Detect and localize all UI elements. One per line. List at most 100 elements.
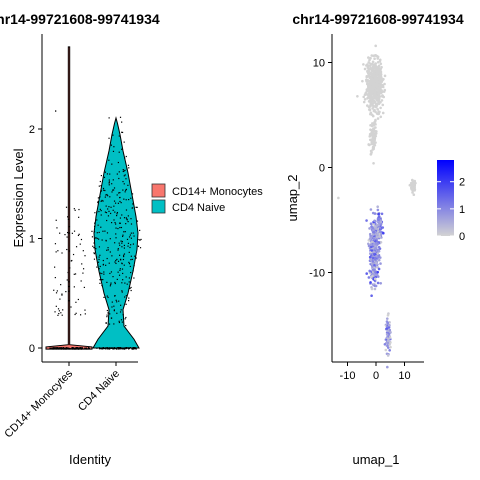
violin-point [130,255,132,257]
violin-point [105,322,107,324]
umap-point [379,220,383,224]
violin-point [94,237,96,240]
violin-point [129,287,131,290]
violin-point [121,321,123,323]
violin-point [61,293,63,295]
umap-point [386,354,390,357]
violin-point [108,206,110,208]
violin-point [117,348,119,350]
umap-x-axis-title: umap_1 [353,452,400,467]
violin-point [54,347,56,349]
violin-point [65,347,67,349]
umap-point [414,181,417,185]
violin-point [78,208,80,211]
umap-point [382,77,385,81]
violin-point [70,306,72,308]
violin-point [117,202,119,204]
violin-point [117,249,119,251]
violin-point [121,282,123,284]
violin-point [99,347,101,349]
violin-point [111,255,113,257]
violin-point [107,208,109,210]
violin-point [123,170,125,172]
umap-point [368,227,371,230]
violin-point [107,296,109,299]
violin-point [108,182,110,184]
umap-point [373,225,376,228]
umap-point [372,94,376,98]
violin-point [117,248,119,250]
violin-point [98,347,101,349]
violin-point [58,347,60,349]
violin-point [64,234,66,236]
violin-point [113,146,115,148]
violin-point [81,263,83,265]
violin-point [68,347,70,349]
violin-point [93,252,95,254]
violin-point [128,251,130,253]
violin-point [126,283,128,285]
violin-point [136,220,139,222]
violin-point [108,210,110,212]
umap-point [377,67,381,70]
violin-point [126,218,128,220]
umap-point [370,262,373,265]
violin-point [116,278,118,281]
violin-point [126,168,128,170]
violin-point [97,201,99,204]
umap-point [373,252,376,256]
violin-point [123,175,125,177]
umap-point [371,107,374,110]
violin-point [113,305,115,307]
umap-point [374,133,377,136]
violin-point [67,271,69,274]
umap-point [370,150,373,153]
violin-point [76,347,79,350]
legend: CD14+ Monocytes CD4 Naive [151,183,263,214]
violin-point [122,170,124,173]
legend-label-cd14-monocytes: CD14+ Monocytes [172,186,263,198]
violin-point [70,348,72,350]
violin-point [116,301,118,303]
violin-point [129,234,131,236]
violin-point [96,219,98,221]
violin-point [80,348,82,350]
violin-point [99,272,101,274]
umap-point [388,348,391,352]
violin-point [59,232,61,234]
violin-point [113,219,115,221]
violin-point [121,240,123,243]
violin-point [139,247,142,249]
umap-point [378,110,381,114]
violin-point [98,185,100,187]
violin-point [67,348,69,350]
umap-point [369,258,373,262]
violin-point [107,312,109,314]
violin-point [66,236,68,238]
violin-point [106,316,108,318]
violin-point [122,279,124,281]
umap-point [367,61,370,64]
violin-point [131,207,134,209]
violin-point [100,190,102,192]
violin-point [107,249,109,251]
violin-point [97,201,99,203]
violin-point [102,230,104,232]
violin-point [130,223,133,225]
violin-point [116,194,118,196]
violin-point [110,222,113,224]
umap-point [375,130,378,133]
violin-point [100,347,102,350]
violin-point [117,161,119,164]
violin-point [57,308,60,310]
umap-point [374,126,377,129]
umap-x-tick-label: 0 [373,370,379,382]
violin-point [106,314,108,316]
violin-point [130,289,132,292]
violin-point [60,284,62,286]
violin-point [122,234,124,236]
colorbar-tick-label: 2 [459,177,465,189]
umap-point [376,242,380,245]
violin-point [121,263,123,265]
